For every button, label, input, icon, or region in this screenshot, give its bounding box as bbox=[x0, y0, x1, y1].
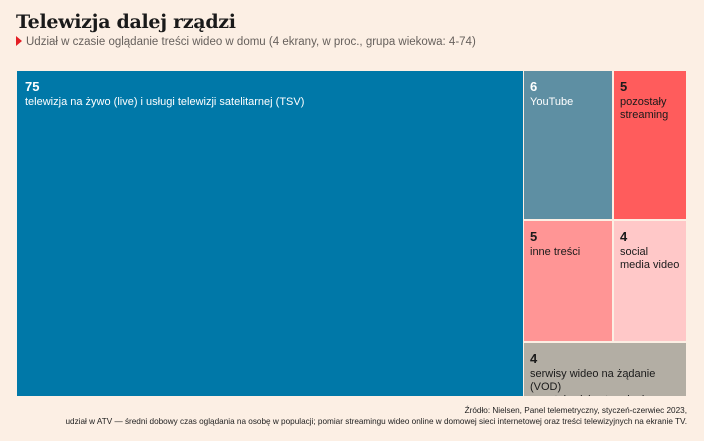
subtitle-text: Udział w czasie oglądanie treści wideo w… bbox=[26, 36, 476, 48]
triangle-marker-icon bbox=[16, 36, 22, 46]
tile-value: 4 bbox=[620, 229, 628, 244]
tile-other-streaming: 5 pozostały streaming bbox=[614, 71, 686, 219]
tile-value: 5 bbox=[530, 229, 538, 244]
tile-youtube: 6 YouTube bbox=[524, 71, 612, 219]
chart-subtitle: Udział w czasie oglądanie treści wideo w… bbox=[16, 36, 476, 48]
tile-live-tv: 75 telewizja na żywo (live) i usługi tele… bbox=[17, 71, 523, 396]
tile-label: pozostały streaming bbox=[620, 96, 669, 121]
tile-label: YouTube bbox=[530, 96, 574, 108]
tile-social-media-video: 4 social media video bbox=[614, 221, 686, 341]
source-line-2: udział w ATV — średni dobowy czas ogląda… bbox=[65, 416, 687, 426]
tile-other-content: 5 inne treści bbox=[524, 221, 612, 341]
tile-label: telewizja na żywo (live) i usługi telewi… bbox=[25, 96, 305, 108]
tile-value: 4 bbox=[530, 351, 538, 366]
tile-vod-ott: 4 serwisy wideo na żądanie (VOD) oraz tel… bbox=[524, 343, 686, 396]
tile-label: inne treści bbox=[530, 246, 581, 258]
tile-value: 5 bbox=[620, 79, 628, 94]
tile-value: 6 bbox=[530, 79, 538, 94]
source-note: Źródło: Nielsen, Panel telemetryczny, st… bbox=[65, 406, 687, 427]
tile-label: serwisy wideo na żądanie (VOD) oraz tele… bbox=[530, 368, 665, 396]
tile-label: social media video bbox=[620, 246, 680, 271]
tile-value: 75 bbox=[25, 79, 40, 94]
source-line-1: Źródło: Nielsen, Panel telemetryczny, st… bbox=[464, 406, 687, 415]
chart-title: Telewizja dalej rządzi bbox=[16, 11, 236, 33]
